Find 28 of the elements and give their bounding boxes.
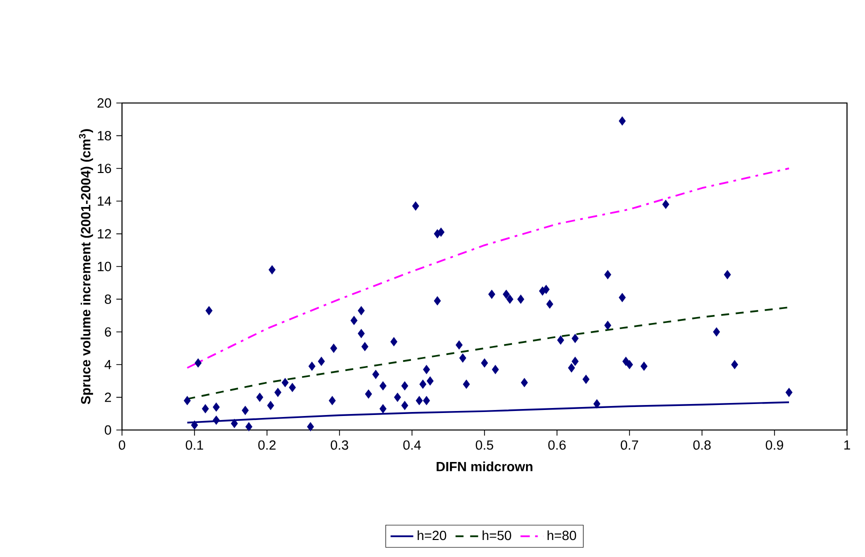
y-tick-label: 8: [104, 294, 112, 304]
y-tick-label: 2: [104, 392, 111, 402]
legend-label: h=20: [418, 530, 446, 540]
y-tick-label: 14: [98, 196, 112, 206]
legend-label: h=80: [548, 530, 576, 540]
legend-label: h=50: [482, 530, 512, 540]
y-tick-label: 18: [98, 131, 112, 140]
x-tick-label: 0.7: [620, 440, 638, 450]
x-tick-label: 0.3: [330, 440, 348, 450]
x-tick-label: 0.9: [766, 440, 784, 450]
x-tick-label: 0.4: [403, 440, 421, 450]
x-axis-title: DIFN midcrown: [436, 462, 532, 472]
y-axis-title: Spruce volume increment (2001-2004) (cm$^{3}$): [79, 129, 94, 404]
x-tick-label: 0: [118, 440, 126, 450]
y-tick-label: 6: [104, 327, 112, 337]
x-tick-label: 0.6: [548, 440, 566, 450]
line-series: [186, 168, 790, 369]
y-tick-label: 16: [98, 164, 112, 174]
y-tick-label: 4: [104, 360, 112, 370]
y-tick-label: 0: [104, 425, 112, 435]
x-tick-label: 0.5: [476, 440, 494, 450]
x-tick-label: 1: [844, 440, 850, 450]
y-tick-label: 10: [98, 262, 112, 272]
x-tick-label: 0.8: [693, 440, 711, 450]
y-tick-label: 12: [98, 229, 111, 238]
x-tick-label: 0.2: [258, 440, 276, 450]
y-tick-label: 20: [98, 98, 112, 108]
x-tick-label: 0.1: [186, 440, 204, 450]
